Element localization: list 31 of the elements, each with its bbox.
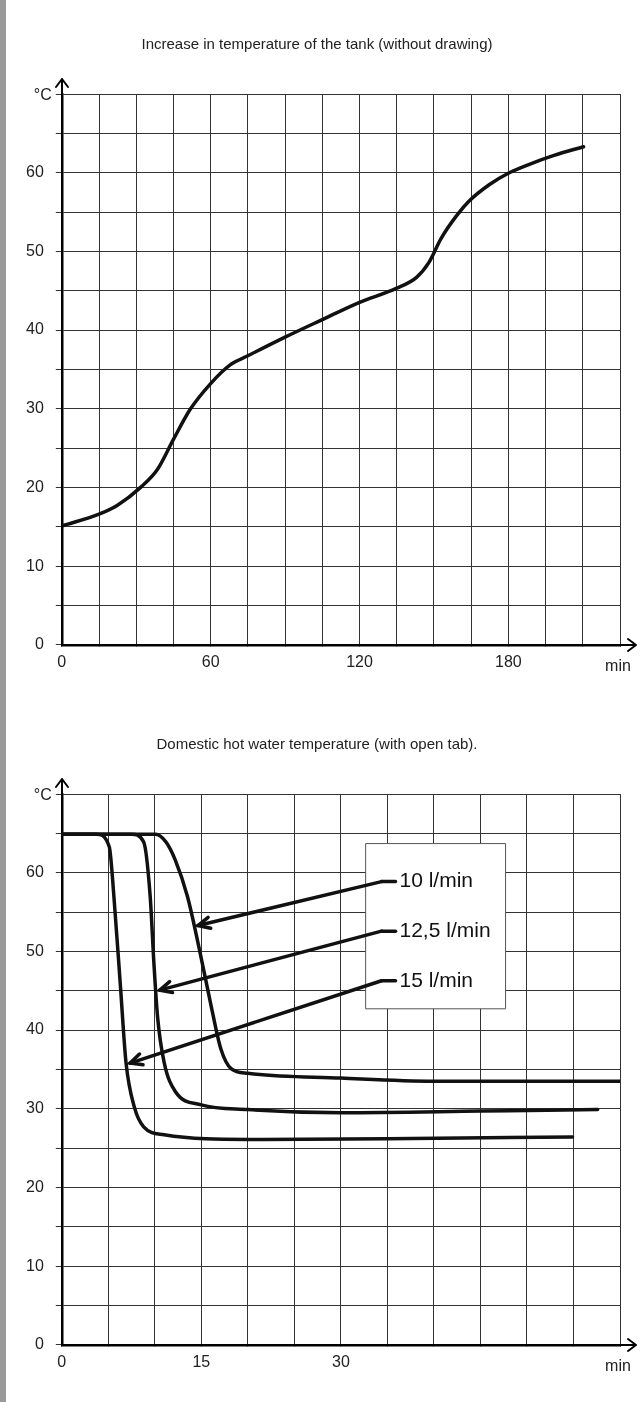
- x-tick-label: 0: [57, 652, 67, 670]
- chart-title: Domestic hot water temperature (with open tab).: [156, 735, 478, 753]
- y-tick-label: 10: [26, 556, 44, 574]
- y-tick-label: 40: [26, 320, 44, 338]
- y-tick-label: 60: [26, 163, 44, 181]
- x-axis-title: min: [605, 657, 631, 675]
- x-tick-label: 180: [495, 652, 522, 670]
- y-tick-label: 0: [34, 635, 44, 653]
- y-tick-label: 30: [26, 1099, 44, 1117]
- y-tick-label: 20: [26, 477, 44, 495]
- chart-title: Increase in temperature of the tank (without drawing): [141, 35, 493, 53]
- y-tick-label: 40: [26, 1020, 44, 1038]
- x-tick-label: 0: [57, 1352, 67, 1370]
- legend-label: 15 l/min: [399, 967, 474, 991]
- y-axis-title: °C: [33, 786, 52, 804]
- y-tick-label: 50: [26, 241, 44, 259]
- x-tick-label: 120: [346, 652, 373, 670]
- x-tick-label: 15: [192, 1352, 211, 1370]
- y-tick-label: 0: [34, 1335, 44, 1353]
- legend-label: 10 l/min: [399, 868, 474, 892]
- y-tick-label: 30: [26, 399, 44, 417]
- x-axis-title: min: [605, 1357, 631, 1375]
- y-tick-label: 60: [26, 863, 44, 881]
- y-tick-label: 20: [26, 1177, 44, 1195]
- y-tick-label: 10: [26, 1256, 44, 1274]
- legend-label: 12,5 l/min: [399, 917, 491, 941]
- x-tick-label: 30: [332, 1352, 350, 1370]
- x-tick-label: 60: [201, 652, 220, 670]
- y-tick-label: 50: [26, 941, 44, 959]
- y-axis-title: °C: [33, 86, 52, 104]
- line-series: [61, 144, 586, 528]
